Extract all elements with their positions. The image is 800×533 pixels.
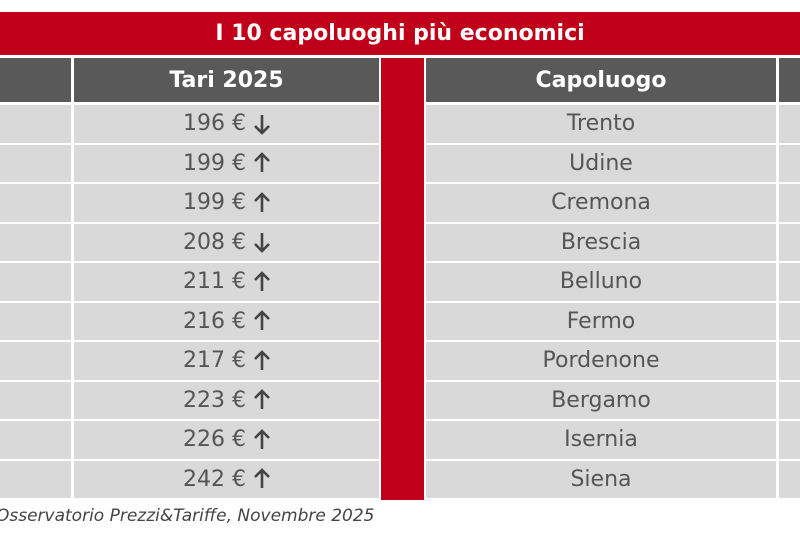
tari-cell: 217 € — [74, 342, 379, 380]
row-cell — [779, 302, 800, 340]
trend-arrow — [254, 270, 270, 291]
trend-arrow — [254, 310, 270, 331]
city-cell: Fermo — [426, 302, 776, 340]
row-cell — [779, 460, 800, 498]
arrow-shape — [254, 349, 270, 370]
tari-cell: 216 € — [74, 302, 379, 340]
row-cell — [779, 184, 800, 222]
city-cell: Brescia — [426, 223, 776, 261]
tari-value: 199 € — [183, 150, 246, 176]
table-title: I 10 capoluoghi più economici — [0, 12, 800, 55]
trend-arrow — [254, 468, 270, 489]
city-cell: Cremona — [426, 184, 776, 222]
tari-cell: 242 € — [74, 460, 379, 498]
city-cell: Udine — [426, 144, 776, 182]
tari-value: 211 € — [183, 269, 246, 295]
row-cell — [0, 302, 71, 340]
city-cell: Bergamo — [426, 381, 776, 419]
city-cell: Siena — [426, 460, 776, 498]
tari-cell: 223 € — [74, 381, 379, 419]
row-cell — [0, 460, 71, 498]
row-cell — [0, 223, 71, 261]
trend-arrow — [254, 191, 270, 212]
tari-value: 199 € — [183, 190, 246, 216]
trend-arrow — [254, 114, 270, 135]
trend-arrow — [254, 389, 270, 410]
city-cell: Pordenone — [426, 342, 776, 380]
row-cell — [779, 342, 800, 380]
tari-value: 196 € — [183, 111, 246, 137]
tari-cell: 196 € — [74, 105, 379, 143]
tari-cell: 199 € — [74, 144, 379, 182]
tari-cell: 226 € — [74, 421, 379, 459]
row-cell — [779, 223, 800, 261]
city-cell: Isernia — [426, 421, 776, 459]
trend-arrow — [254, 152, 270, 173]
row-cell — [779, 421, 800, 459]
arrow-shape — [254, 191, 270, 212]
row-cell — [779, 144, 800, 182]
tari-value: 217 € — [183, 348, 246, 374]
arrow-shape — [254, 114, 270, 135]
tari-value: 208 € — [183, 229, 246, 255]
tari-value: 242 € — [183, 466, 246, 492]
row-cell — [779, 263, 800, 301]
row-cell — [0, 144, 71, 182]
row-cell — [779, 105, 800, 143]
city-cell: Trento — [426, 105, 776, 143]
tari-cell: 199 € — [74, 184, 379, 222]
arrow-shape — [254, 152, 270, 173]
red-divider — [381, 58, 424, 500]
trend-arrow — [254, 428, 270, 449]
row-cell — [0, 184, 71, 222]
tari-cell: 211 € — [74, 263, 379, 301]
tari-cell: 208 € — [74, 223, 379, 261]
source-note: Osservatorio Prezzi&Tariffe, Novembre 20… — [0, 506, 375, 526]
tari-value: 216 € — [183, 308, 246, 334]
row-cell — [0, 421, 71, 459]
trend-arrow — [254, 349, 270, 370]
row-cell — [779, 381, 800, 419]
trend-arrow — [254, 233, 270, 254]
arrow-shape — [254, 310, 270, 331]
arrow-shape — [254, 428, 270, 449]
city-cell: Belluno — [426, 263, 776, 301]
header-cell — [779, 58, 800, 102]
header-cell: Tari 2025 — [74, 58, 379, 102]
row-cell — [0, 381, 71, 419]
header-cell: Capoluogo — [426, 58, 776, 102]
arrow-shape — [254, 468, 270, 489]
tari-value: 223 € — [183, 387, 246, 413]
row-cell — [0, 263, 71, 301]
header-cell — [0, 58, 71, 102]
row-cell — [0, 342, 71, 380]
arrow-shape — [254, 270, 270, 291]
arrow-shape — [254, 233, 270, 254]
arrow-shape — [254, 389, 270, 410]
row-cell — [0, 105, 71, 143]
tari-value: 226 € — [183, 427, 246, 453]
